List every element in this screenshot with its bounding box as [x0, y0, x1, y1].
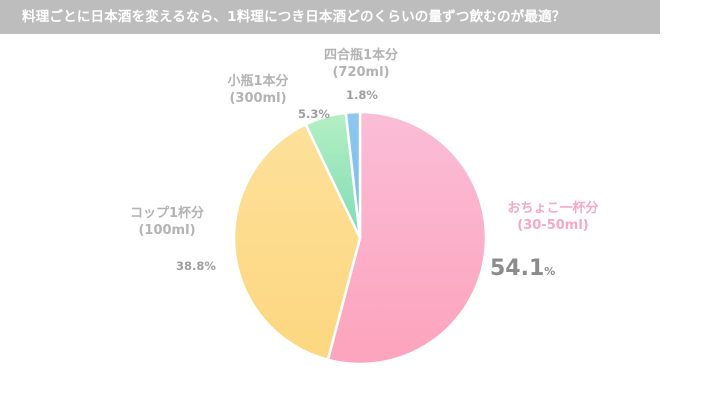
slice-sublabel: (30-50ml): [517, 218, 589, 233]
pie-slice: [344, 110, 362, 240]
slice-name: おちょこ一杯分: [507, 201, 599, 216]
percent-unit: %: [544, 265, 556, 278]
slice-name: コップ1杯分: [129, 206, 205, 221]
slice-sublabel: (300ml): [229, 91, 287, 106]
slice-percent-yongo-bottle: 1.8%: [346, 88, 378, 102]
slice-sublabel: (720ml): [332, 65, 390, 80]
slice-percent-ochoko: 54.1%: [490, 256, 555, 281]
slice-label-ochoko: おちょこ一杯分 (30-50ml): [488, 200, 618, 234]
slice-label-cup: コップ1杯分 (100ml): [112, 205, 222, 239]
slice-label-small-bottle: 小瓶1本分 (300ml): [218, 73, 298, 107]
slice-label-yongo-bottle: 四合瓶1本分 (720ml): [316, 47, 406, 81]
slice-name: 小瓶1本分: [227, 74, 289, 89]
slice-percent-cup: 38.8%: [176, 259, 216, 273]
slice-sublabel: (100ml): [138, 223, 196, 238]
pie-slice: [326, 110, 488, 366]
slice-percent-small-bottle: 5.3%: [298, 107, 330, 121]
chart-title: 料理ごとに日本酒を変えるなら、1料理につき日本酒どのくらいの量ずつ飲むのが最適？: [0, 0, 660, 34]
percent-value: 54.1: [490, 256, 545, 281]
pie-slice: [232, 123, 362, 362]
slice-name: 四合瓶1本分: [323, 48, 399, 63]
